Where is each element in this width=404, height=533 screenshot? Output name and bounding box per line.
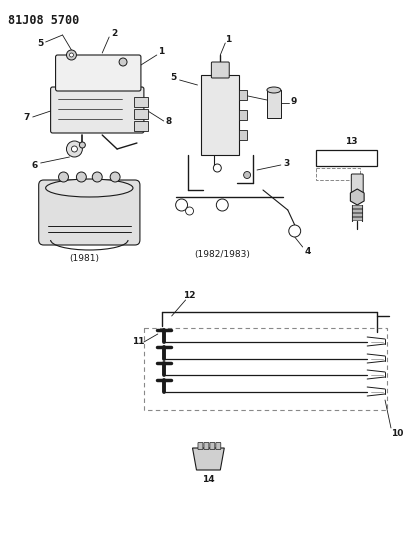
FancyBboxPatch shape [56, 55, 141, 91]
Text: 12: 12 [183, 292, 196, 301]
FancyBboxPatch shape [239, 90, 247, 100]
Circle shape [289, 225, 301, 237]
FancyBboxPatch shape [50, 87, 144, 133]
Text: 10: 10 [391, 430, 403, 439]
Ellipse shape [267, 87, 281, 93]
FancyBboxPatch shape [352, 205, 362, 208]
FancyBboxPatch shape [239, 110, 247, 120]
FancyBboxPatch shape [202, 75, 239, 155]
Text: 1: 1 [158, 47, 164, 56]
Circle shape [176, 199, 187, 211]
FancyBboxPatch shape [210, 442, 215, 449]
FancyBboxPatch shape [239, 130, 247, 140]
FancyBboxPatch shape [216, 442, 221, 449]
Text: (1982/1983): (1982/1983) [194, 251, 250, 260]
Text: 2: 2 [111, 29, 117, 38]
Circle shape [185, 207, 194, 215]
Circle shape [72, 146, 78, 152]
Polygon shape [193, 448, 224, 470]
Circle shape [216, 199, 228, 211]
FancyBboxPatch shape [134, 97, 148, 107]
FancyBboxPatch shape [134, 121, 148, 131]
Text: 7: 7 [23, 112, 30, 122]
Text: 4: 4 [305, 246, 311, 255]
FancyBboxPatch shape [316, 150, 377, 166]
Circle shape [67, 50, 76, 60]
FancyBboxPatch shape [134, 109, 148, 119]
FancyBboxPatch shape [211, 62, 229, 78]
Circle shape [244, 172, 250, 179]
Circle shape [119, 58, 127, 66]
Circle shape [67, 141, 82, 157]
Ellipse shape [46, 179, 133, 197]
Polygon shape [350, 189, 364, 205]
Circle shape [59, 172, 68, 182]
Text: 5: 5 [170, 74, 177, 83]
FancyBboxPatch shape [351, 174, 363, 194]
FancyBboxPatch shape [198, 442, 203, 449]
Text: 6: 6 [32, 160, 38, 169]
FancyBboxPatch shape [352, 213, 362, 216]
Circle shape [92, 172, 102, 182]
FancyBboxPatch shape [352, 217, 362, 220]
Circle shape [213, 164, 221, 172]
Text: 81J08 5700: 81J08 5700 [8, 14, 79, 27]
Text: 14: 14 [202, 475, 215, 484]
Text: 5: 5 [38, 39, 44, 49]
Text: (1981): (1981) [69, 254, 99, 262]
Text: 8: 8 [166, 117, 172, 125]
Text: 13: 13 [345, 138, 358, 147]
FancyBboxPatch shape [204, 442, 209, 449]
Circle shape [69, 53, 74, 57]
Text: RBL-13Y6: RBL-13Y6 [327, 154, 366, 163]
Circle shape [110, 172, 120, 182]
Text: 1: 1 [225, 35, 231, 44]
FancyBboxPatch shape [267, 90, 281, 118]
Circle shape [80, 142, 85, 148]
Text: 11: 11 [132, 337, 144, 346]
FancyBboxPatch shape [352, 209, 362, 212]
Text: 3: 3 [284, 159, 290, 168]
FancyBboxPatch shape [39, 180, 140, 245]
Text: 9: 9 [290, 96, 297, 106]
Circle shape [76, 172, 86, 182]
